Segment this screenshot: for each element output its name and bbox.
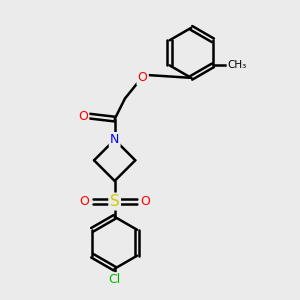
Text: CH₃: CH₃ [228, 60, 247, 70]
Text: O: O [78, 110, 88, 123]
Text: S: S [110, 194, 119, 209]
Text: O: O [140, 195, 150, 208]
Text: O: O [138, 71, 148, 84]
Text: N: N [110, 133, 119, 146]
Text: Cl: Cl [109, 273, 121, 286]
Text: O: O [80, 195, 89, 208]
